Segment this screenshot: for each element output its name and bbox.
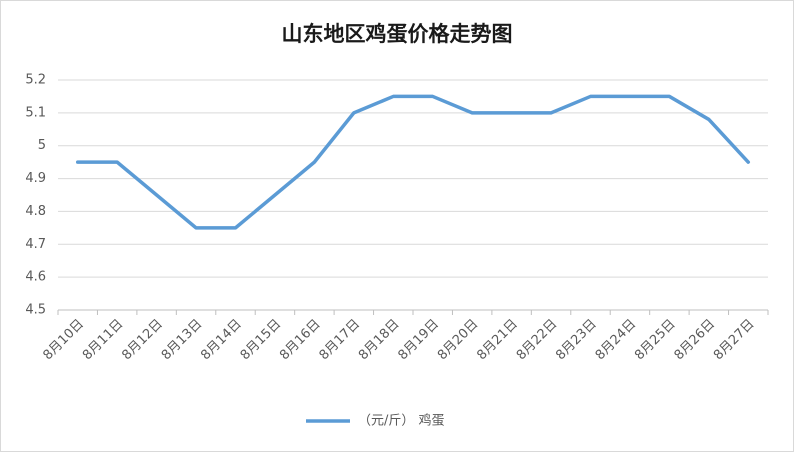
y-tick-label: 5.2 [25,73,46,88]
y-tick-label: 5.1 [25,105,46,120]
y-tick-label: 5 [38,138,46,153]
line-series [75,94,751,230]
y-tick-label: 4.5 [25,303,46,318]
chart-title: 山东地区鸡蛋价格走势图 [282,22,513,46]
legend-label: （元/斤） 鸡蛋 [358,413,445,429]
y-tick-label: 4.9 [25,171,46,186]
y-tick-label: 4.6 [25,270,46,285]
y-tick-label: 4.8 [25,204,46,219]
y-tick-label: 4.7 [25,237,46,252]
